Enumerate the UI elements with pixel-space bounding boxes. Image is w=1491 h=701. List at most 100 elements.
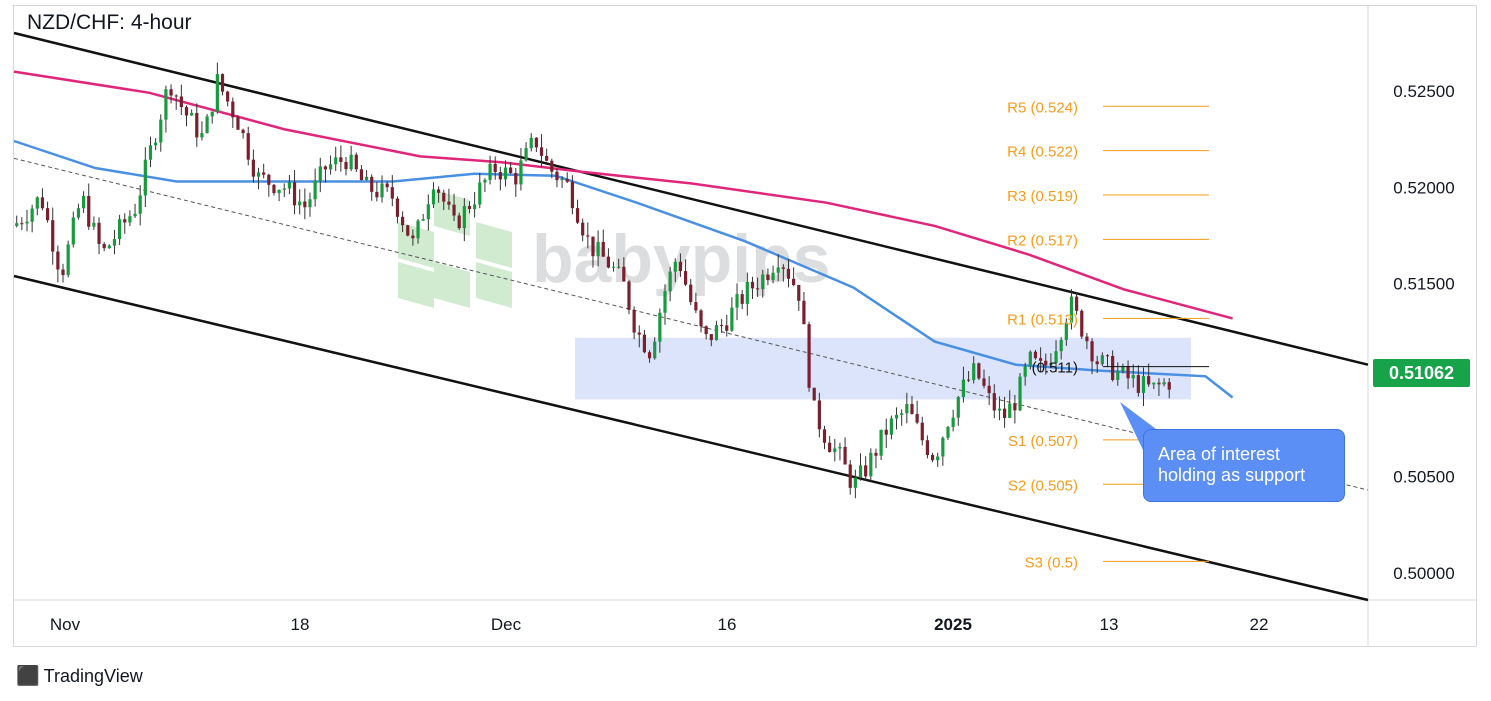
candle xyxy=(519,147,523,191)
candle-body xyxy=(977,363,981,379)
candle-body xyxy=(725,325,729,331)
channel-lower-line xyxy=(13,274,1369,602)
candle-body xyxy=(313,180,317,200)
candle-body xyxy=(462,206,466,229)
candle xyxy=(246,126,250,166)
candle xyxy=(828,436,832,453)
candle-body xyxy=(786,268,791,279)
candle xyxy=(282,183,286,198)
candle-body xyxy=(601,241,605,257)
candle xyxy=(1100,352,1104,367)
y-tick-label: 0.50500 xyxy=(1393,468,1454,487)
candle xyxy=(972,356,976,384)
watermark-block xyxy=(476,222,512,268)
candle-body xyxy=(514,173,518,185)
candle-body xyxy=(76,208,81,218)
candle-body xyxy=(61,269,65,276)
candle-body xyxy=(807,324,811,388)
candle xyxy=(869,448,873,482)
candle xyxy=(478,172,482,209)
candle xyxy=(720,319,724,333)
candle-body xyxy=(25,221,29,224)
candle xyxy=(622,257,626,282)
candle-body xyxy=(1095,361,1099,365)
candle xyxy=(987,376,991,405)
candle xyxy=(318,157,322,193)
candle-body xyxy=(370,176,374,192)
candle xyxy=(303,188,307,220)
candle-body xyxy=(308,199,312,208)
candle-body xyxy=(66,244,70,276)
candle xyxy=(112,229,117,255)
candle xyxy=(601,229,605,257)
candle xyxy=(1095,355,1099,374)
candle-body xyxy=(251,159,255,177)
candle-body xyxy=(730,307,734,331)
tradingview-brand[interactable]: ⬛ TradingView xyxy=(16,664,143,688)
candle xyxy=(292,170,297,215)
candle-body xyxy=(545,155,549,161)
candle-body xyxy=(1105,355,1110,357)
candle xyxy=(118,214,122,245)
candle xyxy=(946,426,950,441)
candle xyxy=(874,448,878,469)
candle xyxy=(591,236,595,268)
candle-body xyxy=(226,91,230,102)
channel-mid-line xyxy=(13,157,1369,491)
candle-body xyxy=(97,222,101,244)
candle-body xyxy=(411,235,415,239)
channel-upper-line xyxy=(13,31,1369,366)
candle-body xyxy=(653,341,657,359)
candle-body xyxy=(1111,356,1115,381)
candle xyxy=(215,62,219,114)
candle xyxy=(848,460,852,495)
candle-body xyxy=(828,442,832,453)
candle-body xyxy=(972,363,976,381)
candle xyxy=(483,178,487,193)
candle xyxy=(807,321,811,392)
candle-body xyxy=(323,166,328,170)
candle-body xyxy=(246,133,250,160)
candle-body xyxy=(966,379,971,381)
pivot-level-label: S2 (0.505) xyxy=(1008,477,1078,494)
candle xyxy=(617,258,621,269)
candle-body xyxy=(1059,339,1063,352)
candle xyxy=(1141,367,1146,406)
candle xyxy=(1152,382,1156,390)
candle-body xyxy=(683,271,688,285)
candle xyxy=(781,264,785,282)
candle xyxy=(1126,360,1130,390)
candle xyxy=(1039,347,1043,372)
candle-body xyxy=(1116,371,1120,381)
candle xyxy=(406,224,410,237)
candle xyxy=(858,453,863,481)
candle xyxy=(179,84,183,116)
candle xyxy=(287,175,292,195)
candle xyxy=(977,362,981,381)
candle-body xyxy=(1126,365,1130,379)
candle-body xyxy=(354,154,358,170)
candle-body xyxy=(946,426,950,438)
watermark-block xyxy=(398,262,434,308)
candle xyxy=(920,416,924,446)
candle xyxy=(1157,378,1161,396)
candle-body xyxy=(756,288,760,290)
candle-body xyxy=(720,325,724,327)
candle-body xyxy=(51,220,55,252)
candle xyxy=(107,244,111,249)
candle-body xyxy=(92,222,96,227)
candle-body xyxy=(277,189,281,194)
candle xyxy=(766,268,770,286)
candle-body xyxy=(148,145,153,160)
candle xyxy=(761,269,765,298)
candle xyxy=(128,210,132,227)
pivot-level-label: R3 (0.519) xyxy=(1007,188,1078,205)
candle-body xyxy=(1044,360,1048,366)
candle xyxy=(879,429,883,461)
candle-body xyxy=(118,219,122,240)
candle xyxy=(390,175,394,207)
candle-body xyxy=(822,429,827,443)
candle-body xyxy=(930,455,935,461)
callout-line-2: holding as support xyxy=(1158,465,1306,485)
